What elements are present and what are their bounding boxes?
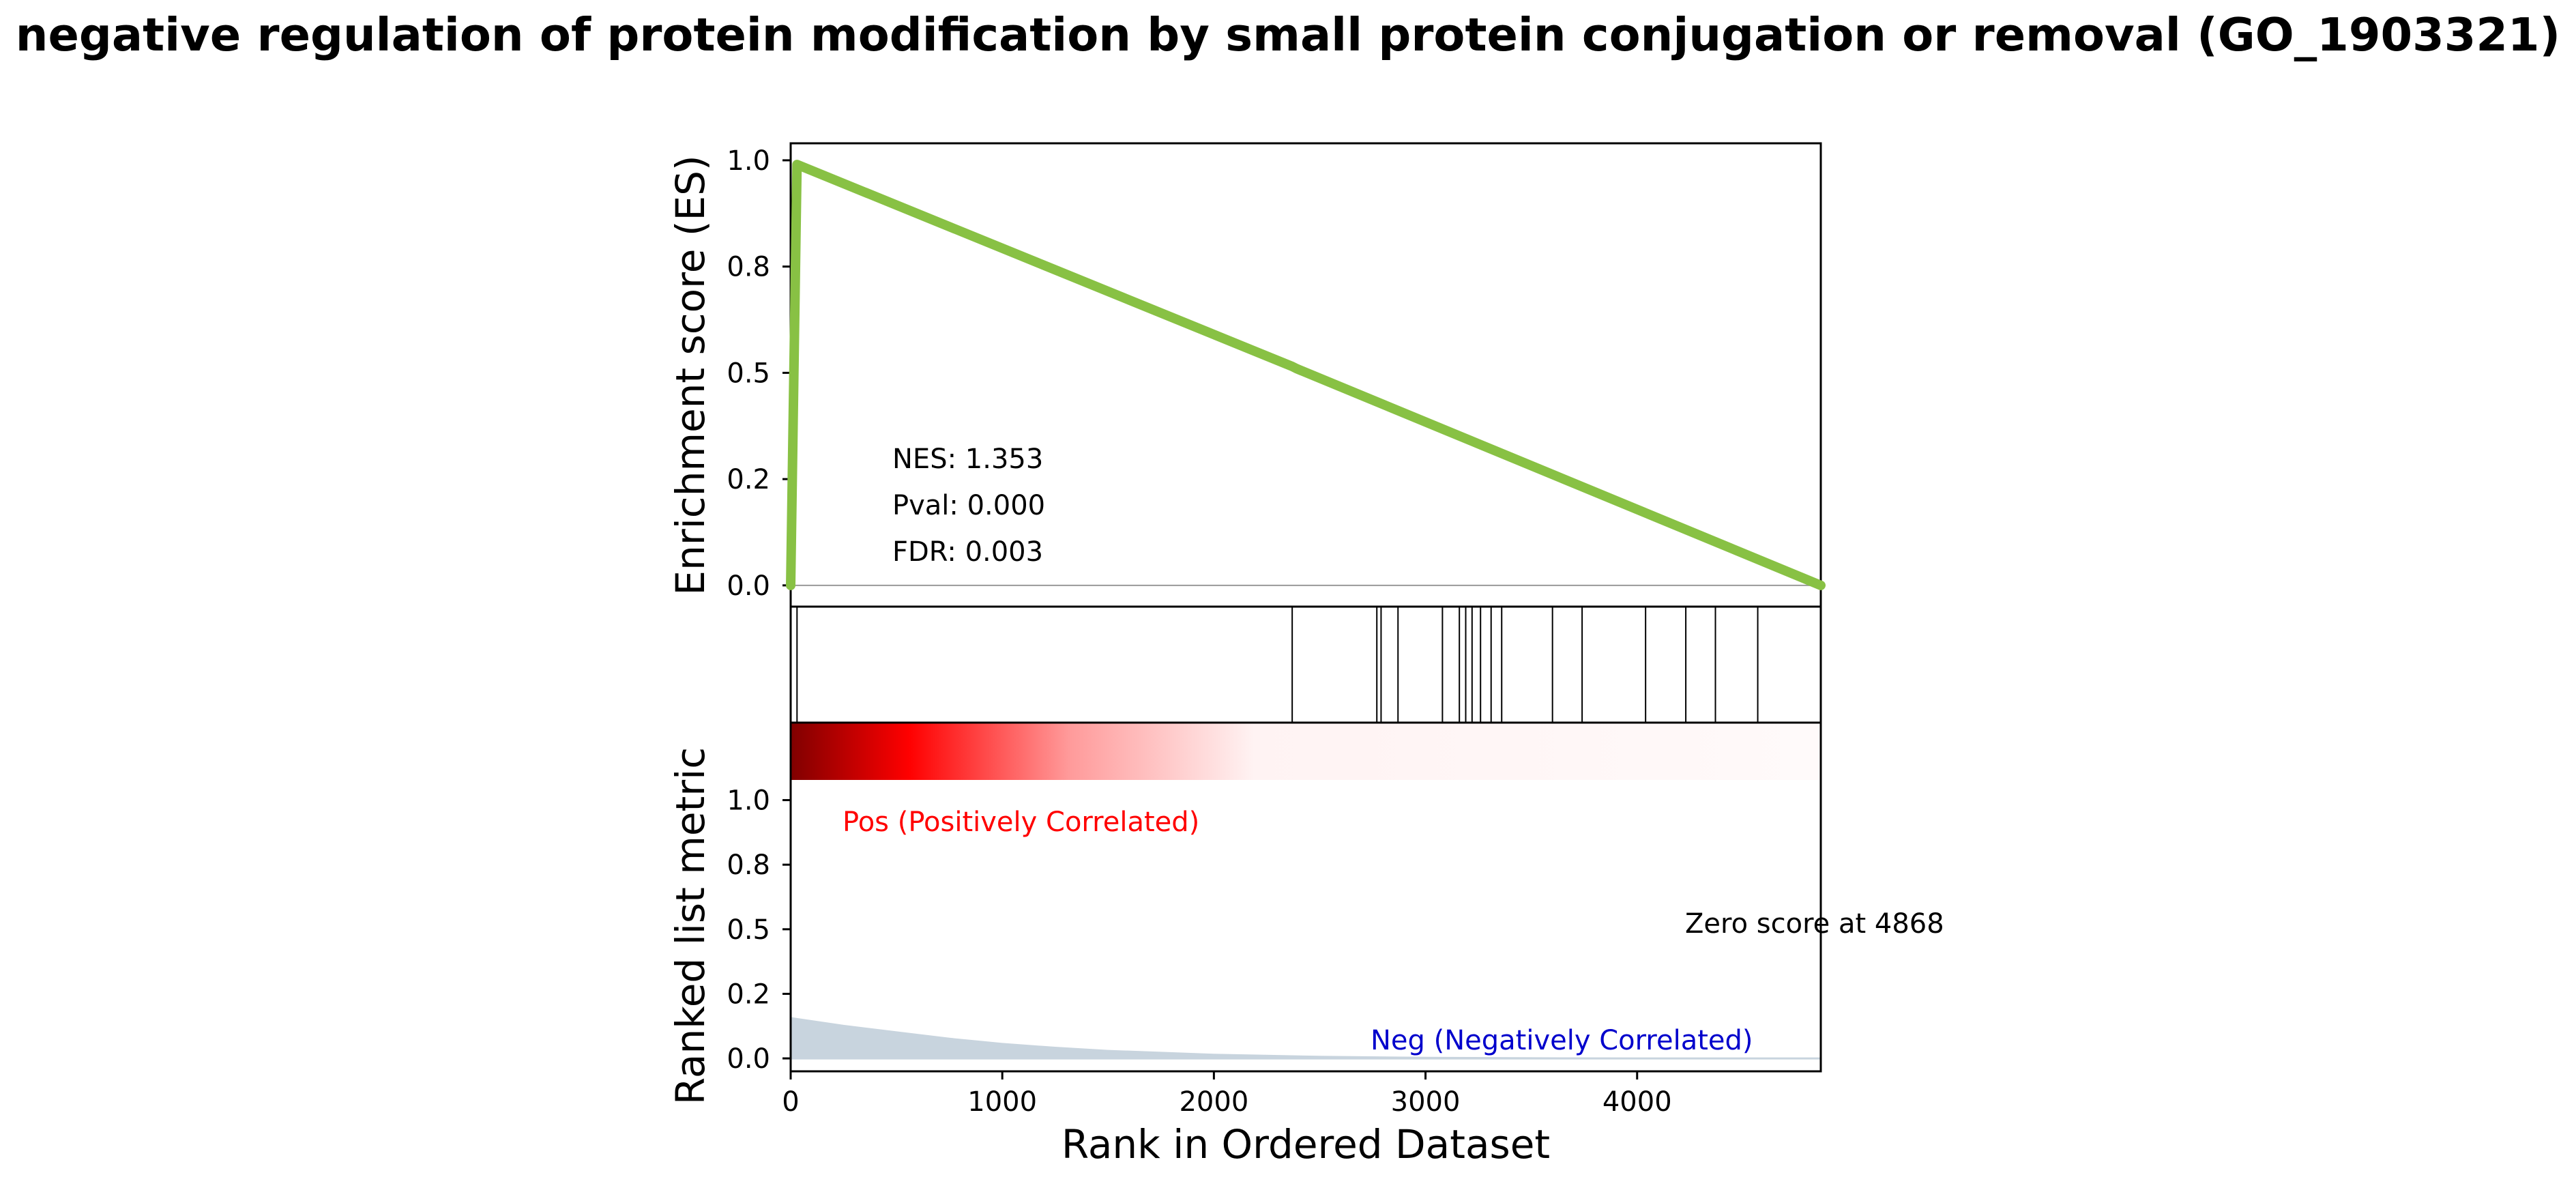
ranked-metric-area — [791, 1017, 1821, 1059]
x-tick-label: 1000 — [967, 1086, 1037, 1118]
hits-panel — [789, 605, 1822, 724]
es-stats: NES: 1.353 Pval: 0.000 FDR: 0.003 — [892, 444, 1045, 568]
ranked-y-tick-label: 1.0 — [727, 785, 770, 817]
neg-label: Neg (Negatively Correlated) — [1371, 1025, 1753, 1056]
x-tick-label: 3000 — [1391, 1086, 1461, 1118]
x-ticks: 0 1000 2000 3000 4000 — [782, 1071, 1672, 1118]
pval-stat: Pval: 0.000 — [892, 490, 1045, 521]
es-y-tick-label: 0.8 — [727, 252, 770, 283]
ranked-y-tick-label: 0.0 — [727, 1043, 770, 1075]
es-panel: 0.0 0.2 0.5 0.8 1.0 NES: 1.353 Pval: 0.000 F… — [667, 142, 1826, 608]
chart-title: negative regulation of protein modificat… — [16, 8, 2560, 61]
hits-panel-frame — [789, 605, 1822, 724]
x-axis-label: Rank in Ordered Dataset — [1062, 1121, 1550, 1168]
ranked-y-tick-label: 0.2 — [727, 979, 770, 1010]
rank-heatmap — [791, 723, 1821, 780]
es-y-ticks: 0.0 0.2 0.5 0.8 1.0 — [727, 145, 791, 602]
ranked-y-axis-label: Ranked list metric — [667, 747, 714, 1105]
hit-lines — [796, 607, 1759, 723]
fdr-stat: FDR: 0.003 — [892, 536, 1043, 568]
nes-stat: NES: 1.353 — [892, 444, 1043, 475]
ranked-panel: 0.0 0.2 0.5 0.8 1.0 Pos (Positively Correlat… — [667, 721, 1944, 1168]
ranked-y-tick-label: 0.8 — [727, 850, 770, 881]
x-tick-label: 2000 — [1179, 1086, 1248, 1118]
pos-label: Pos (Positively Correlated) — [843, 807, 1199, 838]
es-curve — [786, 160, 1826, 590]
es-y-tick-label: 0.2 — [727, 464, 770, 495]
ranked-y-ticks: 0.0 0.2 0.5 0.8 1.0 — [727, 785, 791, 1075]
x-tick-label: 4000 — [1602, 1086, 1672, 1118]
es-y-tick-label: 1.0 — [727, 145, 770, 177]
ranked-y-tick-label: 0.5 — [727, 914, 770, 946]
es-y-tick-label: 0.0 — [727, 570, 770, 602]
es-y-axis-label: Enrichment score (ES) — [667, 155, 714, 595]
ranked-panel-frame — [789, 721, 1822, 1073]
x-tick-label: 0 — [782, 1086, 799, 1118]
zero-score-label: Zero score at 4868 — [1685, 908, 1944, 940]
es-y-tick-label: 0.5 — [727, 358, 770, 389]
